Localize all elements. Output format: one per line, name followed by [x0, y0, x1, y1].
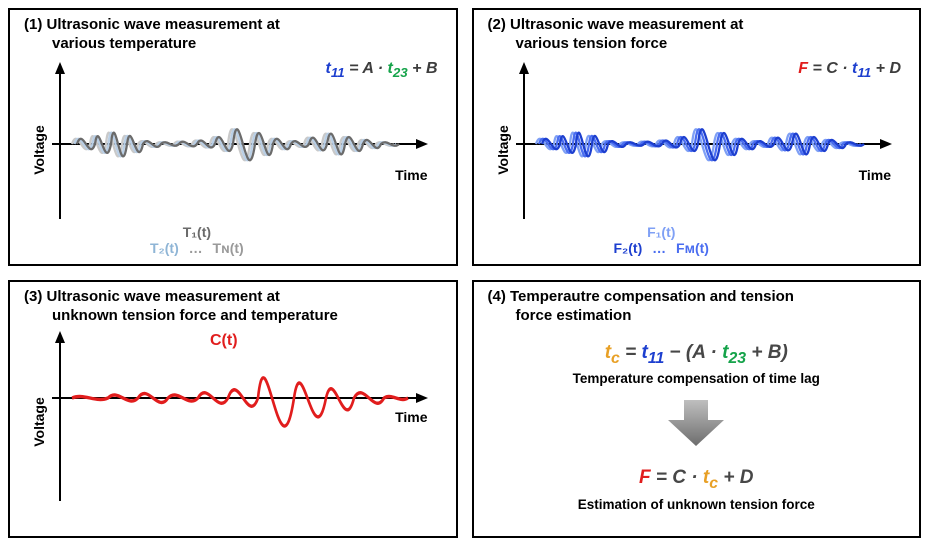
panel4-title-line1: (4) Temperautre compensation and tension	[488, 288, 794, 305]
panel1-series-labels: T₁(t) T₂(t) … Tɴ(t)	[150, 224, 244, 256]
panel3-series-label: C(t)	[210, 332, 238, 350]
panel4-eq2: F = C · tc + D	[484, 467, 910, 493]
panel-3-unknown: (3) Ultrasonic wave measurement at unkno…	[8, 280, 458, 538]
panel4-sub1: Temperature compensation of time lag	[484, 371, 910, 386]
label-F1: F₁(t)	[647, 224, 675, 240]
down-arrow-icon	[666, 400, 726, 446]
eq-minus-A: − (A ·	[664, 342, 722, 363]
eq-tc: tc	[703, 467, 718, 488]
panel2-series-labels: F₁(t) F₂(t) … Fᴍ(t)	[614, 224, 709, 256]
panel4-sub2: Estimation of unknown tension force	[484, 497, 910, 512]
eq-t23: t23	[388, 60, 408, 77]
eq-tc: tc	[605, 342, 620, 363]
panel2-title-line2: various tension force	[488, 35, 910, 54]
panel1-chart	[40, 54, 440, 234]
panel3-title-line1: (3) Ultrasonic wave measurement at	[24, 288, 280, 305]
label-dots: …	[646, 240, 672, 256]
label-F2: F₂(t)	[614, 240, 643, 256]
eq-D: + D	[718, 467, 753, 488]
eq-B: + B	[408, 60, 438, 77]
eq-t11: t11	[852, 60, 871, 77]
panel4-title: (4) Temperautre compensation and tension…	[484, 288, 910, 326]
label-FM: Fᴍ(t)	[676, 240, 709, 256]
panel1-xlabel: Time	[395, 167, 427, 183]
panel2-title-line1: (2) Ultrasonic wave measurement at	[488, 16, 744, 33]
panel4-eq1: tc = t11 − (A · t23 + B)	[484, 342, 910, 368]
panel3-title: (3) Ultrasonic wave measurement at unkno…	[20, 288, 446, 326]
panel4-body: tc = t11 − (A · t23 + B) Temperature com…	[484, 326, 910, 513]
label-dots: …	[183, 240, 209, 256]
panel4-title-line2: force estimation	[488, 307, 910, 326]
panel2-title: (2) Ultrasonic wave measurement at vario…	[484, 16, 910, 54]
eq-C: = C ·	[651, 467, 703, 488]
eq-A: = A ·	[345, 60, 388, 77]
eq-F: F	[798, 60, 808, 77]
panel-4-estimation: (4) Temperautre compensation and tension…	[472, 280, 922, 538]
panel1-title-line2: various temperature	[24, 35, 446, 54]
eq-F: F	[639, 467, 651, 488]
label-T1: T₁(t)	[183, 224, 211, 240]
panel1-equation: t11 = A · t23 + B	[326, 60, 438, 80]
panel3-xlabel: Time	[395, 409, 427, 425]
label-T2: T₂(t)	[150, 240, 179, 256]
panel2-xlabel: Time	[859, 167, 891, 183]
eq-eq: =	[620, 342, 642, 363]
eq-t11: t11	[642, 342, 665, 363]
eq-C: = C ·	[808, 60, 852, 77]
eq-t11: t11	[326, 60, 345, 77]
panel-2-tension: (2) Ultrasonic wave measurement at vario…	[472, 8, 922, 266]
label-TN: Tɴ(t)	[213, 240, 244, 256]
panel1-title-line1: (1) Ultrasonic wave measurement at	[24, 16, 280, 33]
eq-D: + D	[871, 60, 901, 77]
eq-t23: t23	[722, 342, 746, 363]
eq-B-close: + B)	[746, 342, 788, 363]
panel3-title-line2: unknown tension force and temperature	[24, 307, 446, 326]
panel2-chart	[504, 54, 904, 234]
panel3-chart	[40, 326, 440, 511]
panel-1-temperature: (1) Ultrasonic wave measurement at vario…	[8, 8, 458, 266]
panel1-title: (1) Ultrasonic wave measurement at vario…	[20, 16, 446, 54]
panel2-equation: F = C · t11 + D	[798, 60, 901, 80]
